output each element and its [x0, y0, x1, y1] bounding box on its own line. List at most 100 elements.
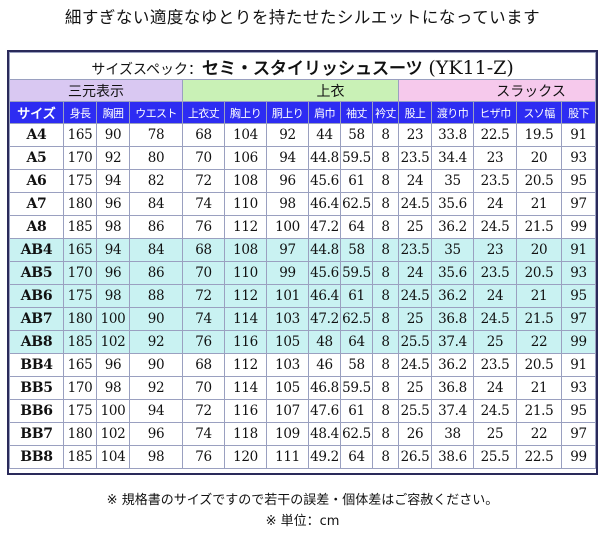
table-cell: 86 — [129, 215, 183, 239]
column-header: 衿丈 — [372, 101, 399, 124]
table-cell: 37.4 — [431, 330, 474, 354]
table-cell: 120 — [224, 445, 267, 469]
table-cell: 23.5 — [398, 146, 432, 170]
table-cell: 46.8 — [308, 376, 341, 400]
table-cell: 25.5 — [398, 330, 432, 354]
table-cell: 20.5 — [516, 353, 562, 377]
table-cell: 8 — [372, 330, 399, 354]
table-cell: 22.5 — [473, 123, 517, 147]
table-cell: 80 — [129, 146, 183, 170]
table-cell: 95 — [560, 169, 597, 193]
table-body: A4 165 90 78 68 104 92 44 58 8 23 33.8 22.5 19.5 91 A5 1… — [9, 123, 597, 469]
table-cell: 47.6 — [308, 399, 341, 423]
table-cell: 93 — [560, 261, 597, 285]
table-cell: 105 — [266, 330, 309, 354]
table-title-prefix: サイズスペック： — [91, 61, 202, 78]
table-cell: 35.6 — [431, 261, 474, 285]
table-cell: 8 — [372, 353, 399, 377]
table-cell: 62.5 — [340, 422, 373, 446]
table-cell: 8 — [372, 445, 399, 469]
table-cell: 61 — [340, 399, 373, 423]
table-cell: 38.6 — [431, 445, 474, 469]
table-cell: 68 — [182, 238, 225, 262]
size-cell: AB5 — [9, 261, 64, 285]
table-row: BB6 175 100 94 72 116 107 47.6 61 8 25.5 37.4 24.5 21… — [9, 399, 597, 423]
table-cell: 109 — [266, 422, 309, 446]
table-cell: 94 — [266, 146, 309, 170]
table-cell: 99 — [560, 330, 597, 354]
table-cell: 36.2 — [431, 215, 474, 239]
table-cell: 62.5 — [340, 192, 373, 216]
table-cell: 82 — [129, 169, 183, 193]
table-cell: 64 — [340, 330, 373, 354]
table-cell: 114 — [224, 376, 267, 400]
table-cell: 106 — [224, 146, 267, 170]
table-cell: 165 — [63, 238, 97, 262]
table-cell: 180 — [63, 192, 97, 216]
table-cell: 21 — [516, 284, 562, 308]
table-cell: 59.5 — [340, 261, 373, 285]
column-header: 股上 — [398, 101, 432, 124]
table-cell: 24.5 — [473, 307, 517, 331]
column-header-row: サイズ 身長 胸囲 ウエスト 上衣丈 胸上り 胴上り 肩巾 袖丈 衿丈 股上 渡… — [9, 101, 597, 124]
table-cell: 97 — [560, 307, 597, 331]
table-title-code: (YK11-Z) — [428, 56, 514, 79]
table-cell: 37.4 — [431, 399, 474, 423]
size-cell: BB4 — [9, 353, 64, 377]
table-cell: 84 — [129, 192, 183, 216]
table-cell: 76 — [182, 445, 225, 469]
table-cell: 23 — [398, 123, 432, 147]
table-cell: 98 — [129, 445, 183, 469]
table-cell: 99 — [266, 261, 309, 285]
table-cell: 64 — [340, 445, 373, 469]
table-cell: 23.5 — [398, 238, 432, 262]
table-cell: 22 — [516, 422, 562, 446]
table-row: A4 165 90 78 68 104 92 44 58 8 23 33.8 22.5 19.5 91 — [9, 123, 597, 147]
table-cell: 102 — [96, 422, 130, 446]
table-cell: 36.8 — [431, 376, 474, 400]
table-cell: 23 — [473, 238, 517, 262]
table-cell: 33.8 — [431, 123, 474, 147]
table-cell: 92 — [96, 146, 130, 170]
column-header: 胴上り — [266, 101, 309, 124]
table-cell: 185 — [63, 330, 97, 354]
size-cell: AB7 — [9, 307, 64, 331]
table-cell: 61 — [340, 284, 373, 308]
table-title-name: セミ・スタイリッシュスーツ — [201, 58, 423, 79]
table-cell: 24.5 — [398, 353, 432, 377]
table-cell: 92 — [266, 123, 309, 147]
table-cell: 72 — [182, 284, 225, 308]
table-cell: 24 — [398, 261, 432, 285]
table-cell: 24 — [473, 376, 517, 400]
table-cell: 74 — [182, 192, 225, 216]
table-cell: 38 — [431, 422, 474, 446]
table-cell: 92 — [129, 376, 183, 400]
table-cell: 170 — [63, 376, 97, 400]
table-cell: 8 — [372, 399, 399, 423]
table-cell: 25 — [398, 376, 432, 400]
table-row: AB6 175 98 88 72 112 101 46.4 61 8 24.5 36.2 24 21 95 — [9, 284, 597, 308]
table-cell: 84 — [129, 238, 183, 262]
table-cell: 96 — [129, 422, 183, 446]
table-cell: 114 — [224, 307, 267, 331]
column-header: 渡り巾 — [431, 101, 474, 124]
table-row: AB5 170 96 86 70 110 99 45.6 59.5 8 24 35.6 23.5 20.5… — [9, 261, 597, 285]
table-cell: 24 — [473, 284, 517, 308]
group-jacket: 上衣 — [182, 79, 399, 102]
table-cell: 35 — [431, 238, 474, 262]
table-cell: 21 — [516, 376, 562, 400]
table-cell: 35.6 — [431, 192, 474, 216]
table-cell: 22.5 — [516, 445, 562, 469]
table-cell: 61 — [340, 169, 373, 193]
table-cell: 49.2 — [308, 445, 341, 469]
size-cell: A4 — [9, 123, 64, 147]
table-cell: 90 — [129, 353, 183, 377]
table-cell: 116 — [224, 330, 267, 354]
table-cell: 25 — [398, 307, 432, 331]
table-cell: 21.5 — [516, 215, 562, 239]
table-cell: 8 — [372, 307, 399, 331]
table-cell: 104 — [224, 123, 267, 147]
table-row: BB5 170 98 92 70 114 105 46.8 59.5 8 25 36.8 24 21 93 — [9, 376, 597, 400]
table-cell: 8 — [372, 284, 399, 308]
table-row: BB8 185 104 98 76 120 111 49.2 64 8 26.5 38.6 25.5 22… — [9, 445, 597, 469]
